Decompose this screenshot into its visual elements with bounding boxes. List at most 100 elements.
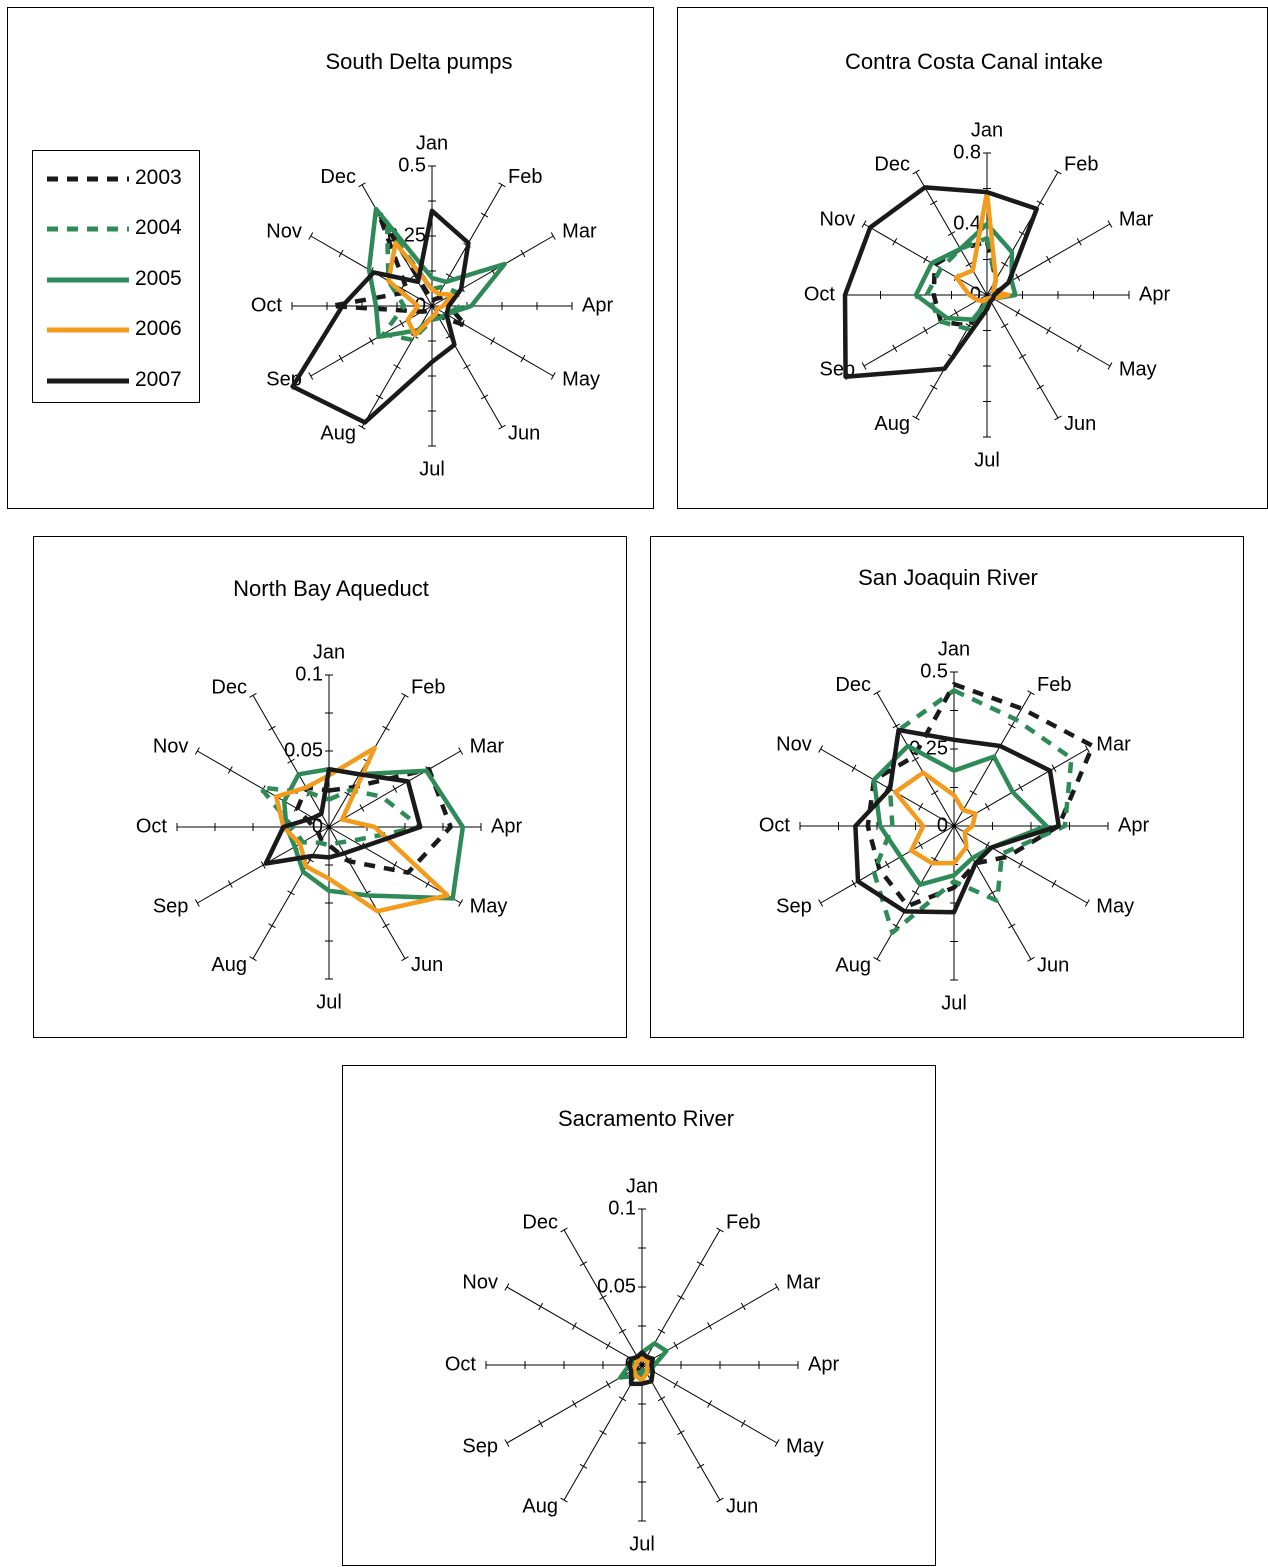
month-label-mar: Mar	[786, 1271, 821, 1293]
series-2007	[627, 1350, 656, 1387]
panel-south-delta-pumps: South Delta pumps Jan Feb Mar Apr May Jun Jul Au…	[7, 7, 654, 509]
series-2007	[290, 208, 471, 425]
axis-tick	[358, 424, 366, 430]
axis-tick	[308, 232, 314, 240]
month-label-jun: Jun	[726, 1495, 758, 1517]
chart-contra-costa-canal-intake: Contra Costa Canal intake Jan Feb Mar Apr May…	[804, 49, 1171, 471]
axis-tick	[1076, 344, 1082, 352]
axis-tick	[1076, 238, 1082, 246]
month-label-oct: Oct	[445, 1353, 477, 1375]
axis-tick	[194, 747, 200, 755]
month-label-dec: Dec	[522, 1211, 558, 1233]
legend-swatch-2007	[47, 378, 129, 384]
axis-tick	[892, 923, 900, 929]
axis-tick	[931, 790, 939, 796]
month-label-jun: Jun	[1064, 413, 1096, 435]
axis-tick	[947, 231, 956, 236]
month-label-dec: Dec	[320, 166, 356, 188]
axis-tick	[1036, 200, 1044, 206]
month-label-may: May	[562, 368, 600, 390]
month-label-jun: Jun	[508, 422, 540, 444]
series-2004	[871, 688, 1074, 935]
chart-title: Contra Costa Canal intake	[845, 49, 1103, 74]
radial-tick-label: 0.5	[398, 154, 426, 176]
series-2004	[381, 226, 463, 343]
month-label-mar: Mar	[1119, 208, 1154, 230]
month-label-feb: Feb	[411, 677, 445, 699]
month-label-nov: Nov	[462, 1271, 498, 1293]
month-label-jan: Jan	[938, 638, 970, 660]
radar-series	[258, 745, 466, 914]
axis-tick	[818, 899, 824, 907]
axis-tick	[538, 1419, 544, 1428]
axis-tick	[520, 354, 526, 363]
panel-north-bay-aqueduct: North Bay Aqueduct Jan Feb Mar Apr May Jun Jul A…	[33, 536, 627, 1038]
legend-item-2003: 2003	[33, 164, 199, 194]
radar-axes: JanFebMarAprMayJunJulAugSepOctNovDec00.2…	[759, 638, 1150, 1014]
month-label-aug: Aug	[835, 955, 871, 977]
legend: 2003 2004 2005 2006 2007	[32, 150, 200, 403]
month-label-dec: Dec	[835, 674, 871, 696]
axis-tick	[1001, 261, 1009, 267]
axis-tick	[498, 182, 506, 188]
axis-tick	[696, 1463, 705, 1469]
axis-tick	[375, 394, 384, 400]
month-label-nov: Nov	[266, 220, 302, 242]
radar-series	[853, 682, 1095, 935]
month-label-sep: Sep	[776, 895, 812, 917]
axis-tick	[194, 899, 200, 907]
axis-tick	[249, 956, 257, 962]
legend-swatch-2003	[47, 176, 129, 182]
panel-sacramento-river: Sacramento River Jan Feb Mar Apr May Jun Jul Aug…	[342, 1065, 936, 1566]
axis-tick	[268, 923, 276, 929]
month-label-dec: Dec	[211, 677, 247, 699]
series-2007	[842, 185, 1039, 379]
month-label-may: May	[1119, 358, 1157, 380]
axis-tick	[707, 1400, 712, 1408]
month-label-aug: Aug	[320, 422, 356, 444]
axis-tick	[249, 692, 257, 698]
axis-tick	[965, 261, 973, 267]
axis-tick	[504, 1283, 510, 1291]
chart-sacramento-river: Sacramento River Jan Feb Mar Apr May Jun Jul Aug…	[445, 1106, 840, 1555]
axis-tick	[861, 220, 867, 228]
radar-axes: JanFebMarAprMayJunJulAugSepOctNovDec00.2…	[251, 132, 614, 480]
axis-tick	[359, 804, 365, 812]
month-label-aug: Aug	[522, 1495, 558, 1517]
month-label-aug: Aug	[211, 954, 247, 976]
axis-tick	[599, 1430, 607, 1435]
radial-tick-label: 0.8	[953, 141, 981, 163]
axis-tick	[1084, 899, 1090, 907]
month-label-apr: Apr	[1118, 814, 1149, 836]
chart-title: San Joaquin River	[858, 565, 1038, 590]
axis-tick	[912, 169, 920, 175]
radial-tick-label: 0.4	[953, 212, 981, 234]
axis-tick	[550, 232, 556, 240]
radial-tick-label: 0	[312, 815, 323, 837]
axis-tick	[445, 273, 454, 279]
axis-tick	[579, 1463, 588, 1469]
month-label-feb: Feb	[1064, 153, 1098, 175]
chart-title: North Bay Aqueduct	[233, 576, 429, 601]
axis-tick	[1027, 690, 1035, 696]
axis-tick	[401, 692, 409, 698]
month-label-mar: Mar	[1096, 733, 1131, 755]
legend-label-2003: 2003	[135, 166, 182, 189]
axis-tick	[918, 803, 924, 811]
month-label-oct: Oct	[759, 814, 791, 836]
panel-contra-costa-canal-intake: Contra Costa Canal intake Jan Feb Mar Apr May…	[677, 7, 1268, 509]
axis-tick	[579, 1261, 588, 1267]
legend-item-2007: 2007	[33, 366, 199, 396]
axis-tick	[368, 337, 374, 345]
series-2007	[263, 766, 423, 866]
month-label-jan: Jan	[416, 132, 448, 154]
radar-series	[618, 1341, 669, 1387]
month-label-nov: Nov	[153, 735, 189, 757]
axis-tick	[774, 1283, 780, 1291]
axis-tick	[911, 756, 920, 762]
axis-tick	[818, 745, 824, 753]
axis-tick	[677, 1295, 685, 1300]
legend-label-2006: 2006	[135, 317, 182, 340]
legend-item-2004: 2004	[33, 214, 199, 244]
axis-tick	[1084, 745, 1090, 753]
